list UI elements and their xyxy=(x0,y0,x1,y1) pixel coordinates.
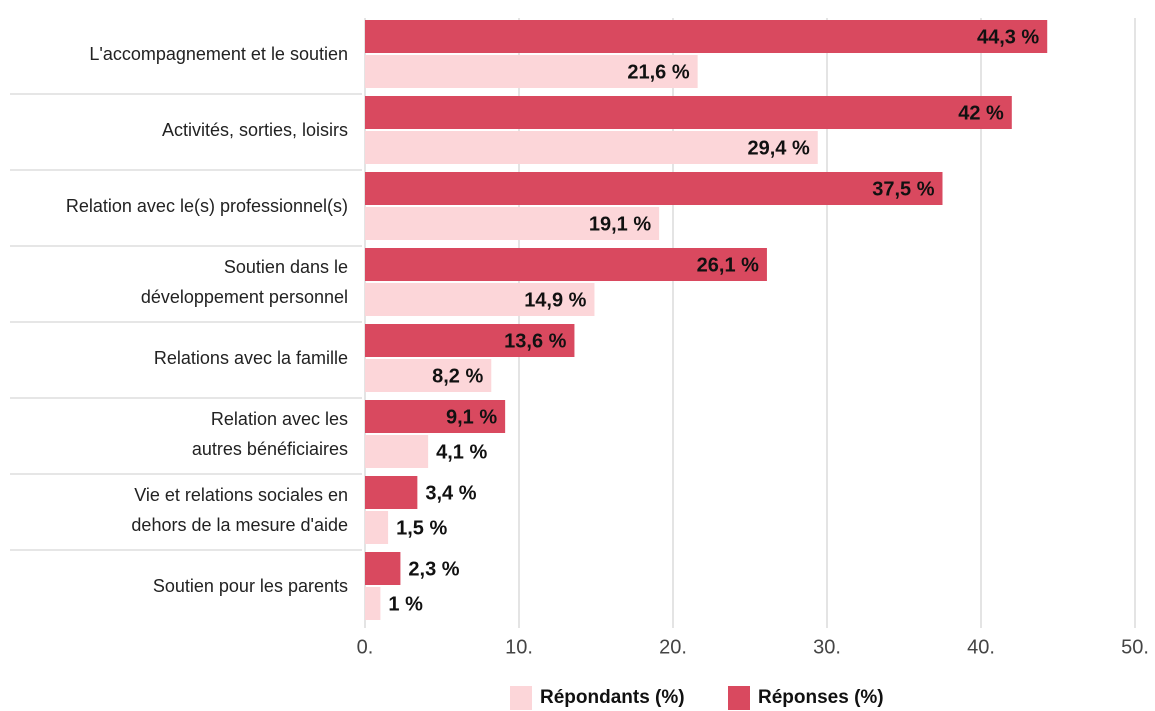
bar xyxy=(365,476,418,509)
category-label: Vie et relations sociales en dehors de l… xyxy=(131,485,348,535)
value-label: 3,4 % xyxy=(425,482,476,504)
legend-swatch xyxy=(510,686,532,710)
x-tick-label: 50. xyxy=(1121,636,1149,658)
category-label: Relations avec la famille xyxy=(153,348,348,368)
x-tick-label: 10. xyxy=(505,636,533,658)
legend-label: Répondants (%) xyxy=(540,687,685,708)
legend-swatch xyxy=(728,686,750,710)
value-label: 9,1 % xyxy=(446,406,497,428)
x-tick-label: 0. xyxy=(357,636,374,658)
x-tick-label: 40. xyxy=(967,636,995,658)
bar xyxy=(365,511,389,544)
bar xyxy=(365,324,575,357)
value-label: 37,5 % xyxy=(872,178,934,200)
bar xyxy=(365,207,660,240)
bar xyxy=(365,20,1048,53)
bar xyxy=(365,587,381,620)
category-label: L'accompagnement et le soutien xyxy=(89,44,348,64)
bar xyxy=(365,435,429,468)
bar xyxy=(365,400,506,433)
category-label: Soutien dans le développement personnel xyxy=(140,257,348,307)
category-label: Relation avec les autres bénéficiaires xyxy=(191,409,348,459)
value-label: 19,1 % xyxy=(589,213,651,235)
value-label: 44,3 % xyxy=(977,26,1039,48)
legend-label: Réponses (%) xyxy=(758,687,884,708)
bar xyxy=(365,283,595,316)
bar xyxy=(365,552,401,585)
value-label: 8,2 % xyxy=(432,365,483,387)
x-tick-label: 30. xyxy=(813,636,841,658)
category-label: Relation avec le(s) professionnel(s) xyxy=(65,196,348,216)
bar xyxy=(365,131,818,164)
x-tick-label: 20. xyxy=(659,636,687,658)
category-label: Activités, sorties, loisirs xyxy=(161,120,348,140)
value-label: 29,4 % xyxy=(747,137,809,159)
value-label: 42 % xyxy=(958,102,1004,124)
bar xyxy=(365,96,1012,129)
category-label: Soutien pour les parents xyxy=(152,576,348,596)
value-label: 13,6 % xyxy=(504,330,566,352)
value-label: 14,9 % xyxy=(524,289,586,311)
bar xyxy=(365,55,698,88)
value-label: 1 % xyxy=(388,593,423,615)
value-label: 1,5 % xyxy=(396,517,447,539)
value-label: 21,6 % xyxy=(627,61,689,83)
value-label: 4,1 % xyxy=(436,441,487,463)
bar xyxy=(365,359,492,392)
value-label: 2,3 % xyxy=(408,558,459,580)
value-label: 26,1 % xyxy=(697,254,759,276)
bar xyxy=(365,248,767,281)
bar xyxy=(365,172,943,205)
